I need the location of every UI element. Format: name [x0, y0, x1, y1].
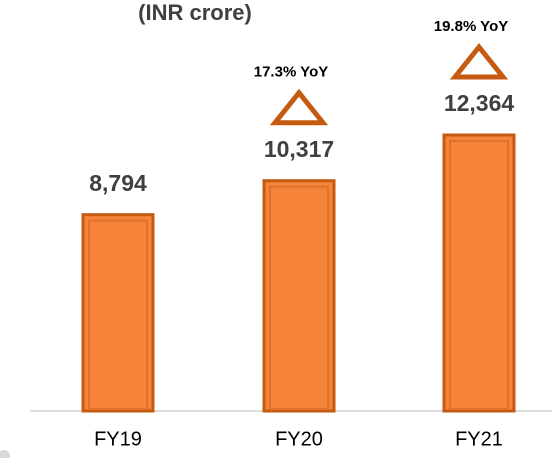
data-label: 8,794 [89, 170, 147, 196]
yoy-triangle [269, 88, 329, 126]
bar [442, 133, 516, 413]
annotation: 19.8% YoY [434, 18, 509, 35]
data-label: 12,364 [444, 90, 515, 116]
bar-bevel [269, 185, 329, 410]
data-label: 10,317 [264, 136, 334, 162]
bar [81, 213, 155, 413]
bar-bevel [449, 140, 509, 410]
annotation: 17.3% YoY [254, 64, 329, 81]
x-tick-label: FY21 [455, 428, 503, 450]
x-tick-label: FY20 [275, 428, 323, 450]
x-tick-label: FY19 [94, 428, 142, 450]
chart-title: (INR crore) [138, 0, 252, 25]
decoration [0, 450, 10, 458]
yoy-triangle [449, 42, 509, 80]
bar-bevel [88, 219, 148, 410]
bar [262, 179, 336, 413]
